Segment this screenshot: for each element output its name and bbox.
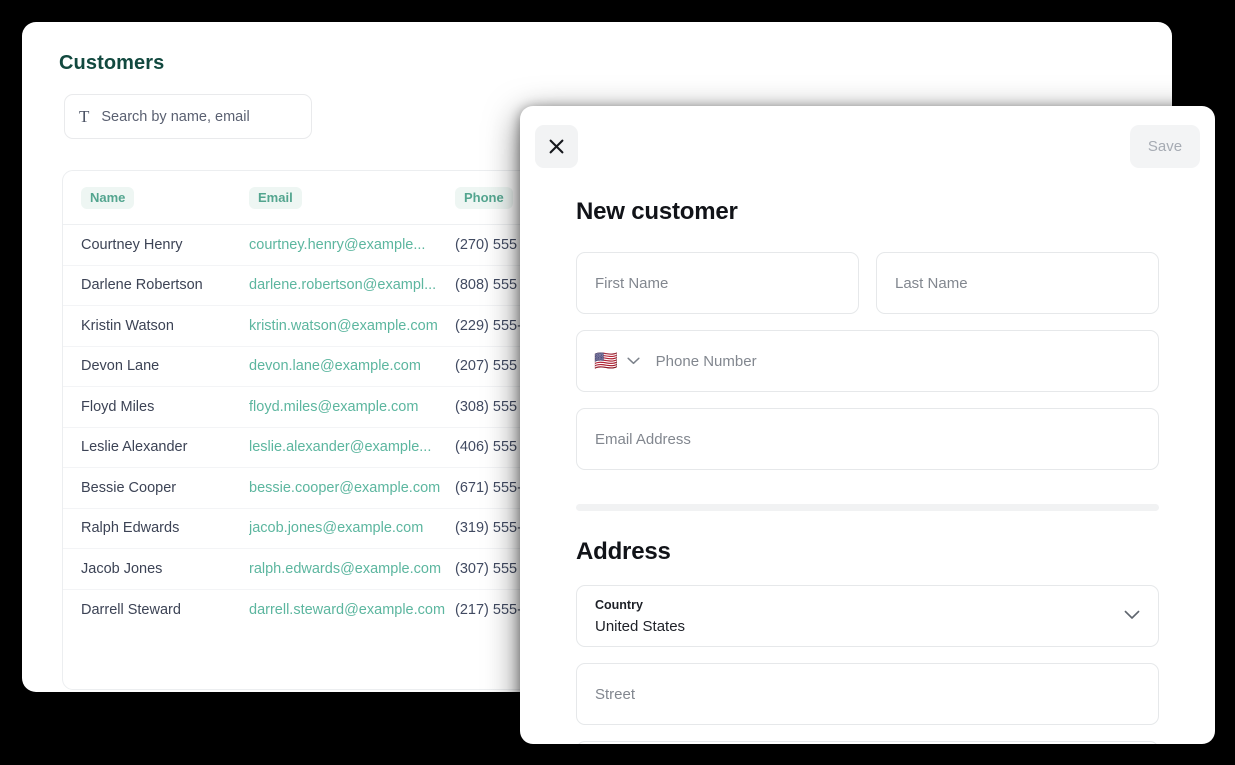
phone-number-field[interactable]: 🇺🇸 Phone Number xyxy=(576,330,1159,392)
address-section-title: Address xyxy=(576,538,671,565)
customer-email-link[interactable]: darrell.steward@example.com xyxy=(249,601,446,618)
section-divider xyxy=(576,504,1159,511)
modal-body: New customer First Name Last Name 🇺🇸 Pho… xyxy=(520,198,1215,744)
cell-phone: (207) 555 xyxy=(455,357,635,375)
modal-toolbar: Save xyxy=(520,106,1215,184)
cell-name: Devon Lane xyxy=(81,357,249,375)
country-value: United States xyxy=(595,617,686,635)
column-header-phone[interactable]: Phone xyxy=(455,186,635,209)
customer-name: Kristin Watson xyxy=(81,317,174,334)
last-name-field[interactable]: Last Name xyxy=(876,252,1159,314)
cell-name: Ralph Edwards xyxy=(81,519,249,537)
customer-phone: (671) 555- xyxy=(455,479,522,496)
cell-email: ralph.edwards@example.com xyxy=(249,561,455,577)
cell-email: floyd.miles@example.com xyxy=(249,399,455,415)
cell-name: Darrell Steward xyxy=(81,601,249,619)
customer-email-link[interactable]: ralph.edwards@example.com xyxy=(249,560,442,577)
column-header-name[interactable]: Name xyxy=(81,186,249,209)
column-header-email[interactable]: Email xyxy=(249,186,455,209)
email-address-field[interactable]: Email Address xyxy=(576,408,1159,470)
customer-phone: (307) 555 xyxy=(455,560,518,577)
customer-email-link[interactable]: devon.lane@example.com xyxy=(249,358,421,375)
cell-name: Jacob Jones xyxy=(81,560,249,578)
customer-email-link[interactable]: kristin.watson@example.com xyxy=(249,317,438,334)
first-name-placeholder: First Name xyxy=(595,274,669,292)
search-placeholder: Search by name, email xyxy=(101,108,250,125)
address-extra-field[interactable] xyxy=(576,741,1159,744)
customer-phone: (808) 555 xyxy=(455,277,518,294)
customer-email-link[interactable]: bessie.cooper@example.com xyxy=(249,479,441,496)
cell-email: darrell.steward@example.com xyxy=(249,602,455,618)
cell-email: devon.lane@example.com xyxy=(249,358,455,374)
customer-email-link[interactable]: courtney.henry@example... xyxy=(249,236,426,253)
customer-name: Jacob Jones xyxy=(81,560,163,577)
table-row[interactable]: Darrell Steward darrell.steward@example.c… xyxy=(63,590,1133,631)
customer-phone: (308) 555 xyxy=(455,398,518,415)
customer-phone: (319) 555- xyxy=(455,520,522,537)
cell-email: jacob.jones@example.com xyxy=(249,520,455,536)
cell-email: kristin.watson@example.com xyxy=(249,318,455,334)
text-cursor-icon: T xyxy=(79,107,90,126)
customer-name: Bessie Cooper xyxy=(81,479,177,496)
customer-email-link[interactable]: leslie.alexander@example... xyxy=(249,439,432,456)
name-fields-row: First Name Last Name xyxy=(576,252,1159,314)
chevron-down-icon[interactable] xyxy=(627,357,640,365)
new-customer-modal: Save New customer First Name Last Name 🇺… xyxy=(520,106,1215,744)
cell-phone: (229) 555- xyxy=(455,317,635,335)
customer-name: Courtney Henry xyxy=(81,236,183,253)
street-field[interactable]: Street xyxy=(576,663,1159,725)
save-button[interactable]: Save xyxy=(1130,125,1200,168)
customer-name: Floyd Miles xyxy=(81,398,155,415)
cell-phone: (307) 555 xyxy=(455,560,635,578)
cell-email: leslie.alexander@example... xyxy=(249,439,455,455)
customer-email-link[interactable]: darlene.robertson@exampl... xyxy=(249,277,437,294)
cell-phone: (217) 555- xyxy=(455,601,635,619)
cell-name: Kristin Watson xyxy=(81,317,249,335)
first-name-field[interactable]: First Name xyxy=(576,252,859,314)
cell-email: bessie.cooper@example.com xyxy=(249,480,455,496)
cell-name: Courtney Henry xyxy=(81,236,249,254)
search-input[interactable]: T Search by name, email xyxy=(64,94,312,139)
cell-phone: (808) 555 xyxy=(455,276,635,294)
close-button[interactable] xyxy=(535,125,578,168)
cell-email: darlene.robertson@exampl... xyxy=(249,277,455,293)
close-icon xyxy=(549,139,564,154)
chevron-down-icon[interactable] xyxy=(1124,607,1140,625)
customer-phone: (207) 555 xyxy=(455,358,518,375)
customer-name: Darlene Robertson xyxy=(81,277,203,294)
street-placeholder: Street xyxy=(595,685,636,703)
customer-name: Darrell Steward xyxy=(81,601,181,618)
customer-phone: (217) 555- xyxy=(455,601,522,618)
page-title: Customers xyxy=(59,52,165,74)
customer-email-link[interactable]: jacob.jones@example.com xyxy=(249,520,424,537)
modal-title: New customer xyxy=(576,198,738,225)
cell-phone: (270) 555 xyxy=(455,236,635,254)
cell-phone: (319) 555- xyxy=(455,519,635,537)
last-name-placeholder: Last Name xyxy=(895,274,968,292)
customer-name: Devon Lane xyxy=(81,358,160,375)
cell-name: Leslie Alexander xyxy=(81,438,249,456)
cell-phone: (671) 555- xyxy=(455,479,635,497)
customer-name: Ralph Edwards xyxy=(81,520,180,537)
customer-email-link[interactable]: floyd.miles@example.com xyxy=(249,398,419,415)
customer-phone: (270) 555 xyxy=(455,236,518,253)
customer-phone: (406) 555 xyxy=(455,439,518,456)
cell-name: Bessie Cooper xyxy=(81,479,249,497)
cell-phone: (308) 555 xyxy=(455,398,635,416)
country-label: Country xyxy=(595,598,643,612)
cell-phone: (406) 555 xyxy=(455,438,635,456)
country-select[interactable]: Country United States xyxy=(576,585,1159,647)
customer-name: Leslie Alexander xyxy=(81,439,188,456)
phone-placeholder: Phone Number xyxy=(655,352,757,370)
cell-name: Darlene Robertson xyxy=(81,276,249,294)
us-flag-icon[interactable]: 🇺🇸 xyxy=(594,350,618,372)
cell-name: Floyd Miles xyxy=(81,398,249,416)
cell-email: courtney.henry@example... xyxy=(249,237,455,253)
customer-phone: (229) 555- xyxy=(455,317,522,334)
email-placeholder: Email Address xyxy=(595,430,691,448)
